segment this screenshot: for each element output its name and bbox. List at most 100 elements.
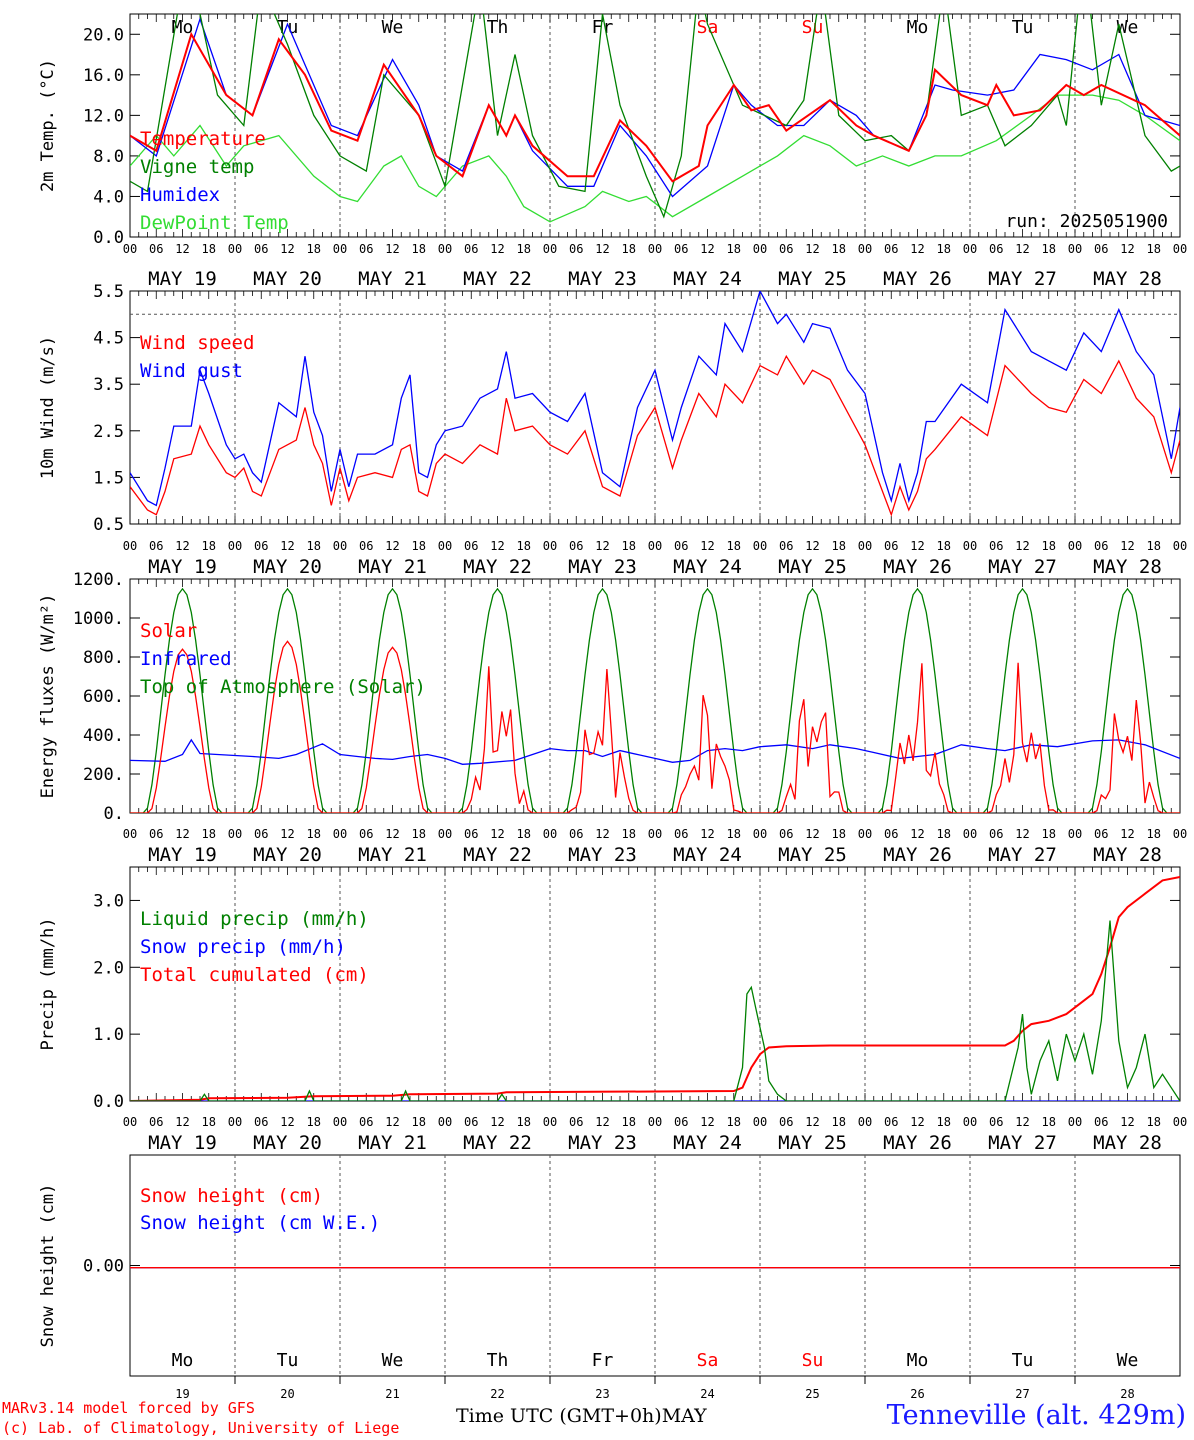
y-tick-label: 0.0 bbox=[93, 1092, 124, 1112]
hour-tick-label: 00 bbox=[1068, 827, 1082, 841]
hour-tick-label: 12 bbox=[280, 539, 294, 553]
date-label: MAY 20 bbox=[253, 844, 322, 866]
hour-tick-label: 00 bbox=[963, 242, 977, 256]
y-tick-label: 0.0 bbox=[93, 228, 124, 248]
y-tick-label: 16.0 bbox=[83, 66, 124, 86]
weekday-label: Tu bbox=[277, 1350, 299, 1371]
hour-tick-label: 12 bbox=[280, 242, 294, 256]
y-tick-label: 600. bbox=[83, 687, 124, 707]
date-label: MAY 24 bbox=[673, 844, 742, 866]
series-line-wind-speed bbox=[130, 354, 1180, 517]
hour-tick-label: 06 bbox=[254, 539, 268, 553]
hour-tick-label: 18 bbox=[727, 539, 741, 553]
series-line-vigne-temp bbox=[130, 14, 1180, 219]
weekday-label: Su bbox=[802, 1350, 824, 1371]
hour-tick-label: 06 bbox=[464, 827, 478, 841]
day-number: 28 bbox=[1120, 1387, 1134, 1400]
hour-tick-label: 12 bbox=[280, 1115, 294, 1129]
legend-entry: Wind speed bbox=[140, 332, 254, 354]
y-tick-label: 8.0 bbox=[93, 147, 124, 167]
y-tick-label: 2.0 bbox=[93, 958, 124, 978]
date-label: MAY 28 bbox=[1093, 1132, 1162, 1154]
y-tick-label: 800. bbox=[83, 648, 124, 668]
hour-tick-label: 18 bbox=[937, 1115, 951, 1129]
hour-tick-label: 00 bbox=[1068, 539, 1082, 553]
hour-tick-label: 00 bbox=[753, 1115, 767, 1129]
hour-tick-label: 18 bbox=[937, 242, 951, 256]
y-tick-label: 1.5 bbox=[93, 468, 124, 488]
y-tick-label: 5.5 bbox=[93, 282, 124, 302]
hour-tick-label: 18 bbox=[832, 1115, 846, 1129]
hour-tick-label: 00 bbox=[228, 827, 242, 841]
hour-tick-label: 12 bbox=[910, 827, 924, 841]
day-number: 19 bbox=[175, 1387, 189, 1400]
series-line-liquid-precip-mm-h bbox=[130, 920, 1180, 1101]
hour-tick-label: 18 bbox=[937, 827, 951, 841]
hour-tick-label: 00 bbox=[858, 242, 872, 256]
time-axis-title: Time UTC (GMT+0h)MAY bbox=[456, 1405, 707, 1427]
hour-tick-label: 06 bbox=[1094, 242, 1108, 256]
hour-tick-label: 06 bbox=[779, 827, 793, 841]
weekday-label: Fr bbox=[592, 1350, 614, 1371]
weekday-label: Th bbox=[487, 1350, 509, 1371]
date-label: MAY 19 bbox=[148, 844, 217, 866]
hour-tick-label: 18 bbox=[202, 242, 216, 256]
y-axis-title: Snow height (cm) bbox=[38, 1184, 58, 1348]
hour-tick-label: 18 bbox=[1042, 539, 1056, 553]
day-number: 24 bbox=[700, 1387, 714, 1400]
hour-tick-label: 12 bbox=[805, 242, 819, 256]
hour-tick-label: 18 bbox=[517, 242, 531, 256]
weekday-label: Mo bbox=[172, 1350, 194, 1371]
hour-tick-label: 12 bbox=[385, 539, 399, 553]
legend-entry: Vigne temp bbox=[140, 156, 254, 178]
hour-tick-label: 12 bbox=[1120, 242, 1134, 256]
date-label: MAY 22 bbox=[463, 1132, 532, 1154]
hour-tick-label: 06 bbox=[884, 242, 898, 256]
hour-tick-label: 18 bbox=[622, 827, 636, 841]
series-line-top-of-atmosphere-solar bbox=[130, 587, 1180, 813]
hour-tick-label: 00 bbox=[858, 827, 872, 841]
date-label: MAY 22 bbox=[463, 268, 532, 290]
hour-tick-label: 06 bbox=[254, 827, 268, 841]
hour-tick-label: 12 bbox=[175, 827, 189, 841]
hour-tick-label: 00 bbox=[228, 539, 242, 553]
date-label: MAY 24 bbox=[673, 268, 742, 290]
hour-tick-label: 06 bbox=[989, 242, 1003, 256]
hour-tick-label: 06 bbox=[359, 539, 373, 553]
series-line-humidex bbox=[130, 17, 1180, 198]
y-tick-label: 400. bbox=[83, 726, 124, 746]
hour-tick-label: 12 bbox=[490, 827, 504, 841]
hour-tick-label: 12 bbox=[595, 1115, 609, 1129]
date-label: MAY 21 bbox=[358, 844, 427, 866]
hour-tick-label: 06 bbox=[674, 1115, 688, 1129]
hour-tick-label: 18 bbox=[517, 827, 531, 841]
hour-tick-label: 12 bbox=[1015, 827, 1029, 841]
hour-tick-label: 06 bbox=[779, 242, 793, 256]
date-label: MAY 20 bbox=[253, 268, 322, 290]
hour-tick-label: 12 bbox=[805, 1115, 819, 1129]
hour-tick-label: 12 bbox=[280, 827, 294, 841]
hour-tick-label: 06 bbox=[989, 539, 1003, 553]
hour-tick-label: 00 bbox=[333, 242, 347, 256]
hour-tick-label: 06 bbox=[1094, 539, 1108, 553]
hour-tick-label: 12 bbox=[595, 539, 609, 553]
hour-tick-label: 00 bbox=[858, 1115, 872, 1129]
hour-tick-label: 18 bbox=[1147, 539, 1161, 553]
hour-tick-label: 00 bbox=[1068, 1115, 1082, 1129]
y-tick-label: 0. bbox=[104, 804, 124, 824]
date-label: MAY 27 bbox=[988, 1132, 1057, 1154]
legend-entry: Liquid precip (mm/h) bbox=[140, 908, 369, 930]
hour-tick-label: 12 bbox=[490, 242, 504, 256]
hour-tick-label: 00 bbox=[543, 242, 557, 256]
date-label: MAY 23 bbox=[568, 268, 637, 290]
date-label: MAY 22 bbox=[463, 556, 532, 578]
hour-tick-label: 00 bbox=[648, 1115, 662, 1129]
y-tick-label: 3.5 bbox=[93, 375, 124, 395]
hour-tick-label: 00 bbox=[1173, 1115, 1187, 1129]
hour-tick-label: 06 bbox=[464, 539, 478, 553]
hour-tick-label: 18 bbox=[622, 242, 636, 256]
y-tick-label: 4.0 bbox=[93, 187, 124, 207]
date-label: MAY 27 bbox=[988, 844, 1057, 866]
hour-tick-label: 06 bbox=[674, 827, 688, 841]
hour-tick-label: 18 bbox=[412, 827, 426, 841]
